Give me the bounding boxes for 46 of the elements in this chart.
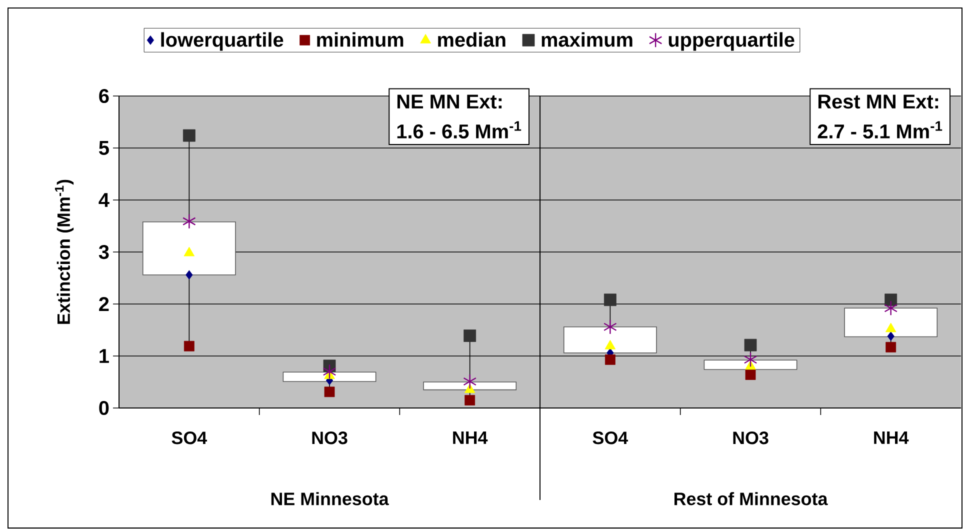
point xyxy=(886,342,896,352)
y-axis-title: Extinction (Mm$^{-1}$) xyxy=(54,180,74,324)
point xyxy=(604,294,616,306)
x-tick-label: NH4 xyxy=(874,432,909,444)
legend-label: maximum xyxy=(542,32,632,47)
y-tick-label: 3 xyxy=(98,244,109,260)
point xyxy=(887,332,894,341)
annotation: NE MN Ext: xyxy=(397,94,502,109)
y-tick-label: 4 xyxy=(98,193,110,207)
point xyxy=(464,330,476,342)
x-tick-label: NH4 xyxy=(453,432,488,444)
x-axis-title: Rest of Minnesota xyxy=(674,492,828,506)
legend-label: minimum xyxy=(317,32,404,47)
y-tick-label: 2 xyxy=(99,297,109,311)
point xyxy=(182,129,196,142)
annotation: 1.6 - 6.5 Mm$^{-1}$ xyxy=(397,121,522,138)
legend-label: upperquartile xyxy=(668,32,794,51)
y-tick-label: 1 xyxy=(100,349,109,363)
point xyxy=(322,364,336,380)
point xyxy=(604,319,617,334)
x-tick-label: NO3 xyxy=(312,432,348,444)
point xyxy=(182,214,196,229)
point xyxy=(324,386,335,398)
point xyxy=(463,374,477,390)
legend-label: lowerquartile xyxy=(161,32,284,51)
y-tick-label: 0 xyxy=(99,400,109,416)
point xyxy=(604,354,616,365)
x-tick-label: SO4 xyxy=(172,432,208,444)
point xyxy=(604,340,616,350)
point xyxy=(464,395,476,406)
point xyxy=(186,270,193,280)
y-tick-label: 6 xyxy=(99,88,109,104)
legend-label: median xyxy=(438,32,506,47)
point xyxy=(744,352,758,368)
x-tick-label: NO3 xyxy=(733,432,768,444)
annotation: Rest MN Ext: xyxy=(818,94,938,109)
point xyxy=(885,322,896,332)
point xyxy=(884,294,898,306)
x-axis-title: NE Minnesota xyxy=(271,492,389,506)
point xyxy=(884,300,898,316)
annotation: 2.7 - 5.1 Mm$^{-1}$ xyxy=(818,121,942,138)
point xyxy=(744,338,757,352)
x-tick-label: SO4 xyxy=(592,432,628,444)
point xyxy=(184,340,194,352)
point xyxy=(745,370,756,380)
y-tick-label: 5 xyxy=(99,141,109,155)
